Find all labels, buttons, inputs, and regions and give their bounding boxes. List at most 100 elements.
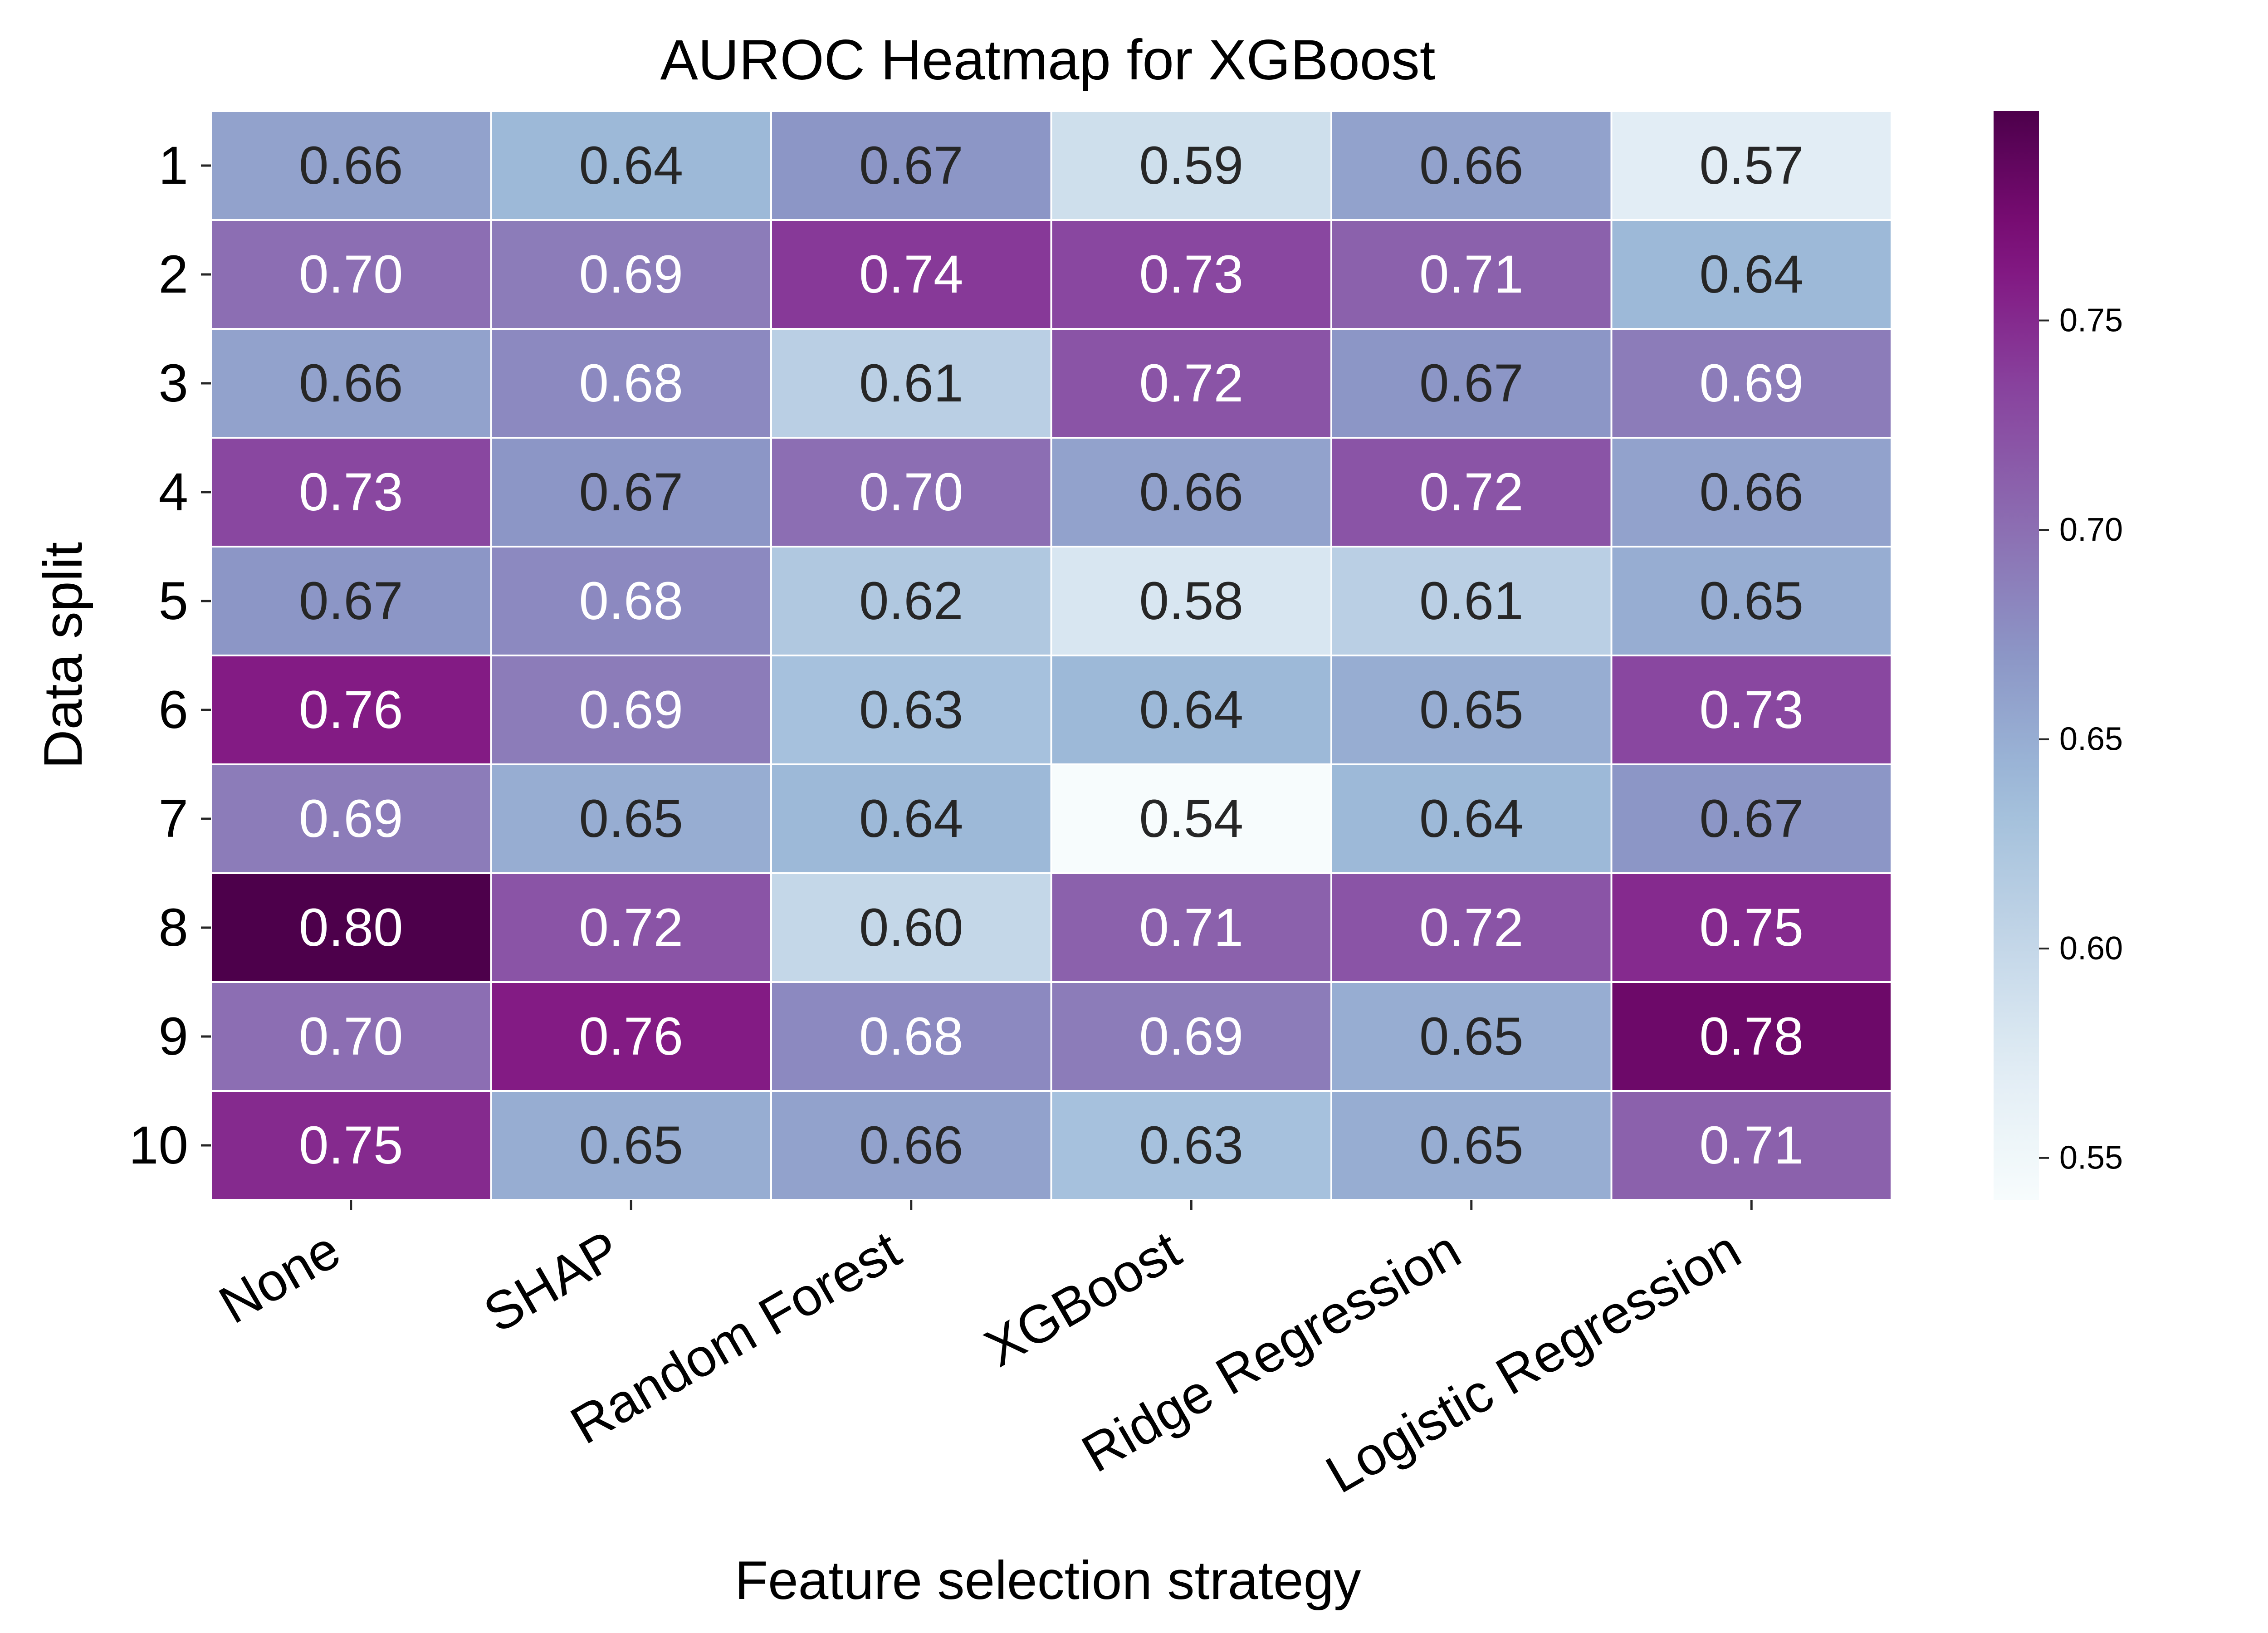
cell-value-label: 0.71 [1699,1115,1804,1175]
cell-value-label: 0.72 [1419,898,1524,958]
heatmap-cells [210,110,1892,1201]
cell-value-label: 0.73 [1139,244,1243,304]
cell-value-label: 0.67 [1419,353,1524,413]
cell-value-label: 0.61 [1419,571,1524,631]
heatmap-cell [1330,763,1613,874]
heatmap-cell [490,328,772,439]
cell-value-label: 0.69 [579,680,683,740]
heatmap-cell [490,219,772,330]
colorbar-tick-label: 0.55 [2059,1140,2123,1176]
y-axis: 1 2 3 4 5 6 7 8 9 10 [129,136,211,1175]
heatmap-cell [1330,655,1613,765]
heatmap-cell [1610,872,1892,983]
cell-value-label: 0.65 [1419,1007,1524,1066]
heatmap-cell [770,110,1052,221]
cell-value-label: 0.78 [1699,1007,1804,1066]
x-axis-label: Feature selection strategy [735,1550,1361,1611]
cell-value-label: 0.73 [299,462,403,522]
cell-value-label: 0.65 [1699,571,1804,631]
heatmap-cell [210,437,492,548]
cell-value-label: 0.66 [299,353,403,413]
y-tick-label: 3 [158,353,188,413]
cell-value-label: 0.65 [579,789,683,849]
heatmap-cell [1050,1090,1332,1201]
heatmap-cell [490,1090,772,1201]
chart-title: AUROC Heatmap for XGBoost [660,29,1436,92]
colorbar-tick-label: 0.65 [2059,721,2123,758]
cell-value-label: 0.64 [579,136,683,196]
cell-value-label: 0.69 [299,789,403,849]
colorbar-tick-label: 0.75 [2059,303,2123,339]
cell-value-label: 0.58 [1139,571,1243,631]
heatmap-cell [770,872,1052,983]
y-tick-label: 2 [158,244,188,304]
colorbar: 0.55 0.60 0.65 0.70 0.75 [1994,111,2123,1200]
y-tick-label: 4 [158,462,188,522]
heatmap-cell [770,219,1052,330]
cell-value-label: 0.57 [1699,136,1804,196]
heatmap-cell [490,437,772,548]
heatmap-cell [770,763,1052,874]
cell-value-label: 0.64 [1419,789,1524,849]
heatmap-cell [1610,328,1892,439]
cell-value-label: 0.63 [859,680,963,740]
cell-value-label: 0.70 [299,244,403,304]
cell-value-label: 0.54 [1139,789,1243,849]
heatmap-cell [490,981,772,1092]
y-tick-label: 1 [158,136,188,196]
cell-value-label: 0.72 [1139,353,1243,413]
y-tick-label: 6 [158,680,188,740]
y-tick-label: 10 [129,1115,188,1175]
cell-value-label: 0.72 [1419,462,1524,522]
y-tick-label: 9 [158,1007,188,1066]
y-tick-label: 7 [158,789,188,849]
heatmap-cell [210,328,492,439]
cell-value-label: 0.67 [1699,789,1804,849]
heatmap-cell [1050,328,1332,439]
heatmap-cell [1610,437,1892,548]
cell-value-label: 0.66 [1419,136,1524,196]
heatmap-cell [490,110,772,221]
heatmap-cell [1610,981,1892,1092]
cell-value-label: 0.68 [579,353,683,413]
cell-value-label: 0.66 [299,136,403,196]
cell-value-label: 0.64 [1139,680,1243,740]
heatmap-cell [1330,437,1613,548]
cell-value-label: 0.61 [859,353,963,413]
cell-value-label: 0.63 [1139,1115,1243,1175]
heatmap-cell [210,219,492,330]
heatmap-cell [770,437,1052,548]
heatmap-cell [490,872,772,983]
cell-value-label: 0.75 [1699,898,1804,958]
colorbar-tick-label: 0.60 [2059,930,2123,967]
heatmap-cell [1330,872,1613,983]
heatmap-cell [1050,219,1332,330]
cell-value-label: 0.67 [859,136,963,196]
heatmap-cell [490,763,772,874]
heatmap-cell [210,110,492,221]
cell-value-label: 0.67 [579,462,683,522]
heatmap-cell [1330,328,1613,439]
heatmap-cell [1050,872,1332,983]
heatmap-cell [1610,1090,1892,1201]
y-tick-label: 5 [158,571,188,631]
y-tick-label: 8 [158,898,188,958]
colorbar-gradient [1994,111,2039,1200]
cell-value-label: 0.71 [1419,244,1524,304]
heatmap-cell [770,981,1052,1092]
cell-labels: 0.66 0.64 0.67 0.59 0.66 0.57 0.70 0.69 0.74 0.73… [299,136,1804,1175]
heatmap-cell [770,328,1052,439]
cell-value-label: 0.59 [1139,136,1243,196]
cell-value-label: 0.68 [579,571,683,631]
heatmap-cell [210,872,492,983]
heatmap-cell [1050,437,1332,548]
cell-value-label: 0.76 [299,680,403,740]
cell-value-label: 0.60 [859,898,963,958]
cell-value-label: 0.66 [1139,462,1243,522]
cell-value-label: 0.69 [1139,1007,1243,1066]
cell-value-label: 0.69 [1699,353,1804,413]
cell-value-label: 0.66 [859,1115,963,1175]
cell-value-label: 0.65 [1419,680,1524,740]
cell-value-label: 0.64 [1699,244,1804,304]
cell-value-label: 0.66 [1699,462,1804,522]
